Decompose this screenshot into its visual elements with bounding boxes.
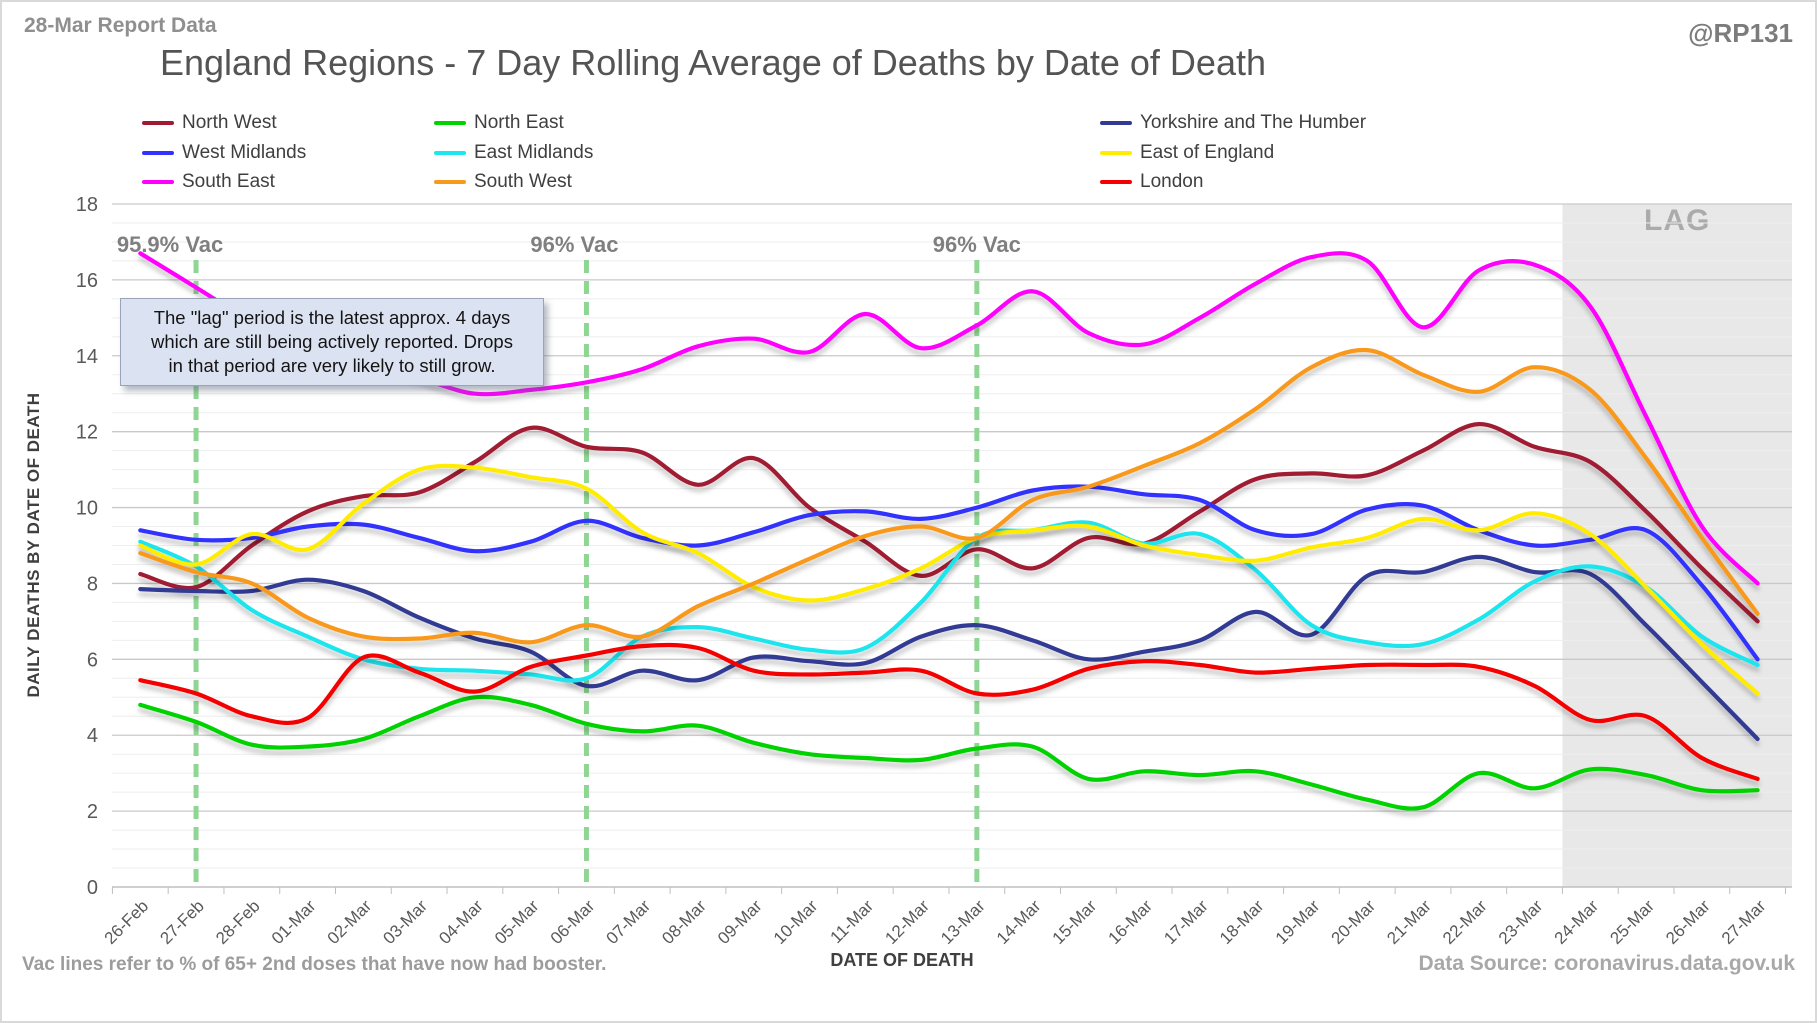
- x-tick-label: 03-Mar: [379, 896, 431, 948]
- y-tick-label: 16: [76, 270, 98, 292]
- legend-item-london: London: [1100, 171, 1203, 193]
- legend-swatch: [142, 120, 174, 126]
- legend-swatch: [434, 179, 466, 185]
- vac-label-27-Feb: 95.9% Vac: [117, 232, 223, 257]
- x-axis-title: DATE OF DEATH: [830, 950, 974, 970]
- legend-item-south-east: South East: [142, 171, 275, 193]
- legend-swatch: [1100, 179, 1132, 185]
- vac-footnote: Vac lines refer to % of 65+ 2nd doses th…: [22, 954, 607, 975]
- legend-swatch: [142, 179, 174, 185]
- data-source-label: Data Source: coronavirus.data.gov.uk: [1418, 952, 1795, 975]
- x-tick-label: 19-Mar: [1272, 896, 1324, 948]
- x-tick-label: 23-Mar: [1495, 896, 1547, 948]
- x-tick-label: 13-Mar: [937, 896, 989, 948]
- x-tick-label: 17-Mar: [1160, 896, 1212, 948]
- x-tick-label: 26-Feb: [101, 896, 153, 948]
- legend-label: East of England: [1140, 142, 1275, 163]
- y-tick-label: 14: [76, 346, 98, 368]
- x-tick-label: 04-Mar: [435, 896, 487, 948]
- legend-label: West Midlands: [182, 142, 307, 163]
- legend-item-east-midlands: East Midlands: [434, 142, 593, 164]
- y-tick-label: 18: [76, 194, 98, 216]
- series-line-east-midlands: [138, 520, 1760, 683]
- x-tick-label: 11-Mar: [827, 896, 878, 947]
- x-tick-label: 18-Mar: [1216, 896, 1268, 948]
- series-lines: [138, 251, 1760, 811]
- vac-label-06-Mar: 96% Vac: [530, 232, 618, 257]
- vac-lines: 95.9% Vac 96% Vac 96% Vac: [117, 232, 1021, 885]
- legend-label: London: [1140, 171, 1204, 192]
- x-tick-label: 24-Mar: [1551, 896, 1603, 948]
- series-line-east-of-england: [138, 463, 1760, 696]
- x-tick-label: 22-Mar: [1439, 896, 1491, 948]
- chart-title: England Regions - 7 Day Rolling Average …: [160, 42, 1266, 83]
- x-tick-label: 26-Mar: [1662, 896, 1714, 948]
- annotation-line-3: in that period are very likely to still …: [168, 355, 496, 376]
- y-tick-label: 10: [76, 498, 98, 520]
- series-line-yorkshire-and-the-humber: [138, 554, 1760, 742]
- series-line-london: [138, 642, 1760, 781]
- lag-annotation-box: The "lag" period is the latest approx. 4…: [120, 298, 544, 386]
- x-tick-label: 15-Mar: [1049, 896, 1101, 948]
- axes: [111, 886, 1792, 894]
- x-tick-label: 12-Mar: [881, 896, 933, 948]
- x-tick-label: 20-Mar: [1328, 896, 1380, 948]
- x-tick-label: 27-Mar: [1718, 896, 1770, 948]
- y-tick-label: 6: [87, 649, 98, 671]
- legend-label: North West: [182, 112, 277, 133]
- legend-label: North East: [474, 112, 564, 133]
- x-tick-label: 06-Mar: [547, 896, 599, 948]
- x-tick-label: 14-Mar: [993, 896, 1045, 948]
- x-tick-label: 16-Mar: [1104, 896, 1156, 948]
- legend-item-north-west: North West: [142, 112, 277, 134]
- legend-swatch: [434, 150, 466, 156]
- legend-label: South East: [182, 171, 275, 192]
- x-tick-label: 28-Feb: [212, 896, 264, 948]
- series-line-west-midlands: [138, 484, 1760, 662]
- series-line-south-west: [138, 347, 1760, 645]
- x-tick-label: 21-Mar: [1383, 896, 1435, 948]
- vac-label-13-Mar: 96% Vac: [933, 232, 1021, 257]
- series-line-north-east: [138, 694, 1760, 811]
- report-date-label: 28-Mar Report Data: [24, 14, 217, 37]
- legend-label: Yorkshire and The Humber: [1140, 112, 1367, 133]
- x-tick-label: 08-Mar: [658, 896, 710, 948]
- series-line-north-west: [138, 421, 1760, 624]
- gridlines: [112, 203, 1792, 869]
- y-tick-label: 0: [87, 877, 98, 899]
- legend-swatch: [1100, 120, 1132, 126]
- legend-item-north-east: North East: [434, 112, 564, 134]
- y-tick-label: 8: [87, 573, 98, 595]
- x-tick-label: 10-Mar: [770, 896, 822, 948]
- legend-item-south-west: South West: [434, 171, 572, 193]
- author-handle: @RP131: [1688, 18, 1793, 48]
- legend-label: South West: [474, 171, 572, 192]
- legend-swatch: [1100, 150, 1132, 156]
- x-tick-label: 27-Feb: [156, 896, 208, 948]
- x-tick-label: 02-Mar: [324, 896, 376, 948]
- legend-item-east-of-england: East of England: [1100, 142, 1274, 164]
- y-tick-label: 12: [76, 422, 98, 444]
- y-axis-title: DAILY DEATHS BY DATE OF DEATH: [24, 392, 43, 698]
- y-tick-label: 2: [87, 801, 98, 823]
- x-tick-label: 25-Mar: [1606, 896, 1658, 948]
- x-tick-label: 01-Mar: [268, 896, 320, 948]
- annotation-line-1: The "lag" period is the latest approx. 4…: [153, 307, 511, 328]
- y-tick-label: 4: [87, 725, 98, 747]
- legend-label: East Midlands: [474, 142, 594, 163]
- legend-swatch: [142, 150, 174, 156]
- lag-region-label: LAG: [1644, 204, 1710, 237]
- x-tick-label: 05-Mar: [491, 896, 543, 948]
- legend-item-yorkshire-and-the-humber: Yorkshire and The Humber: [1100, 112, 1366, 134]
- x-tick-label: 09-Mar: [714, 896, 766, 948]
- x-tick-label: 07-Mar: [603, 896, 655, 948]
- legend-swatch: [434, 120, 466, 126]
- annotation-line-2: which are still being actively reported.…: [151, 331, 513, 352]
- legend-item-west-midlands: West Midlands: [142, 142, 306, 164]
